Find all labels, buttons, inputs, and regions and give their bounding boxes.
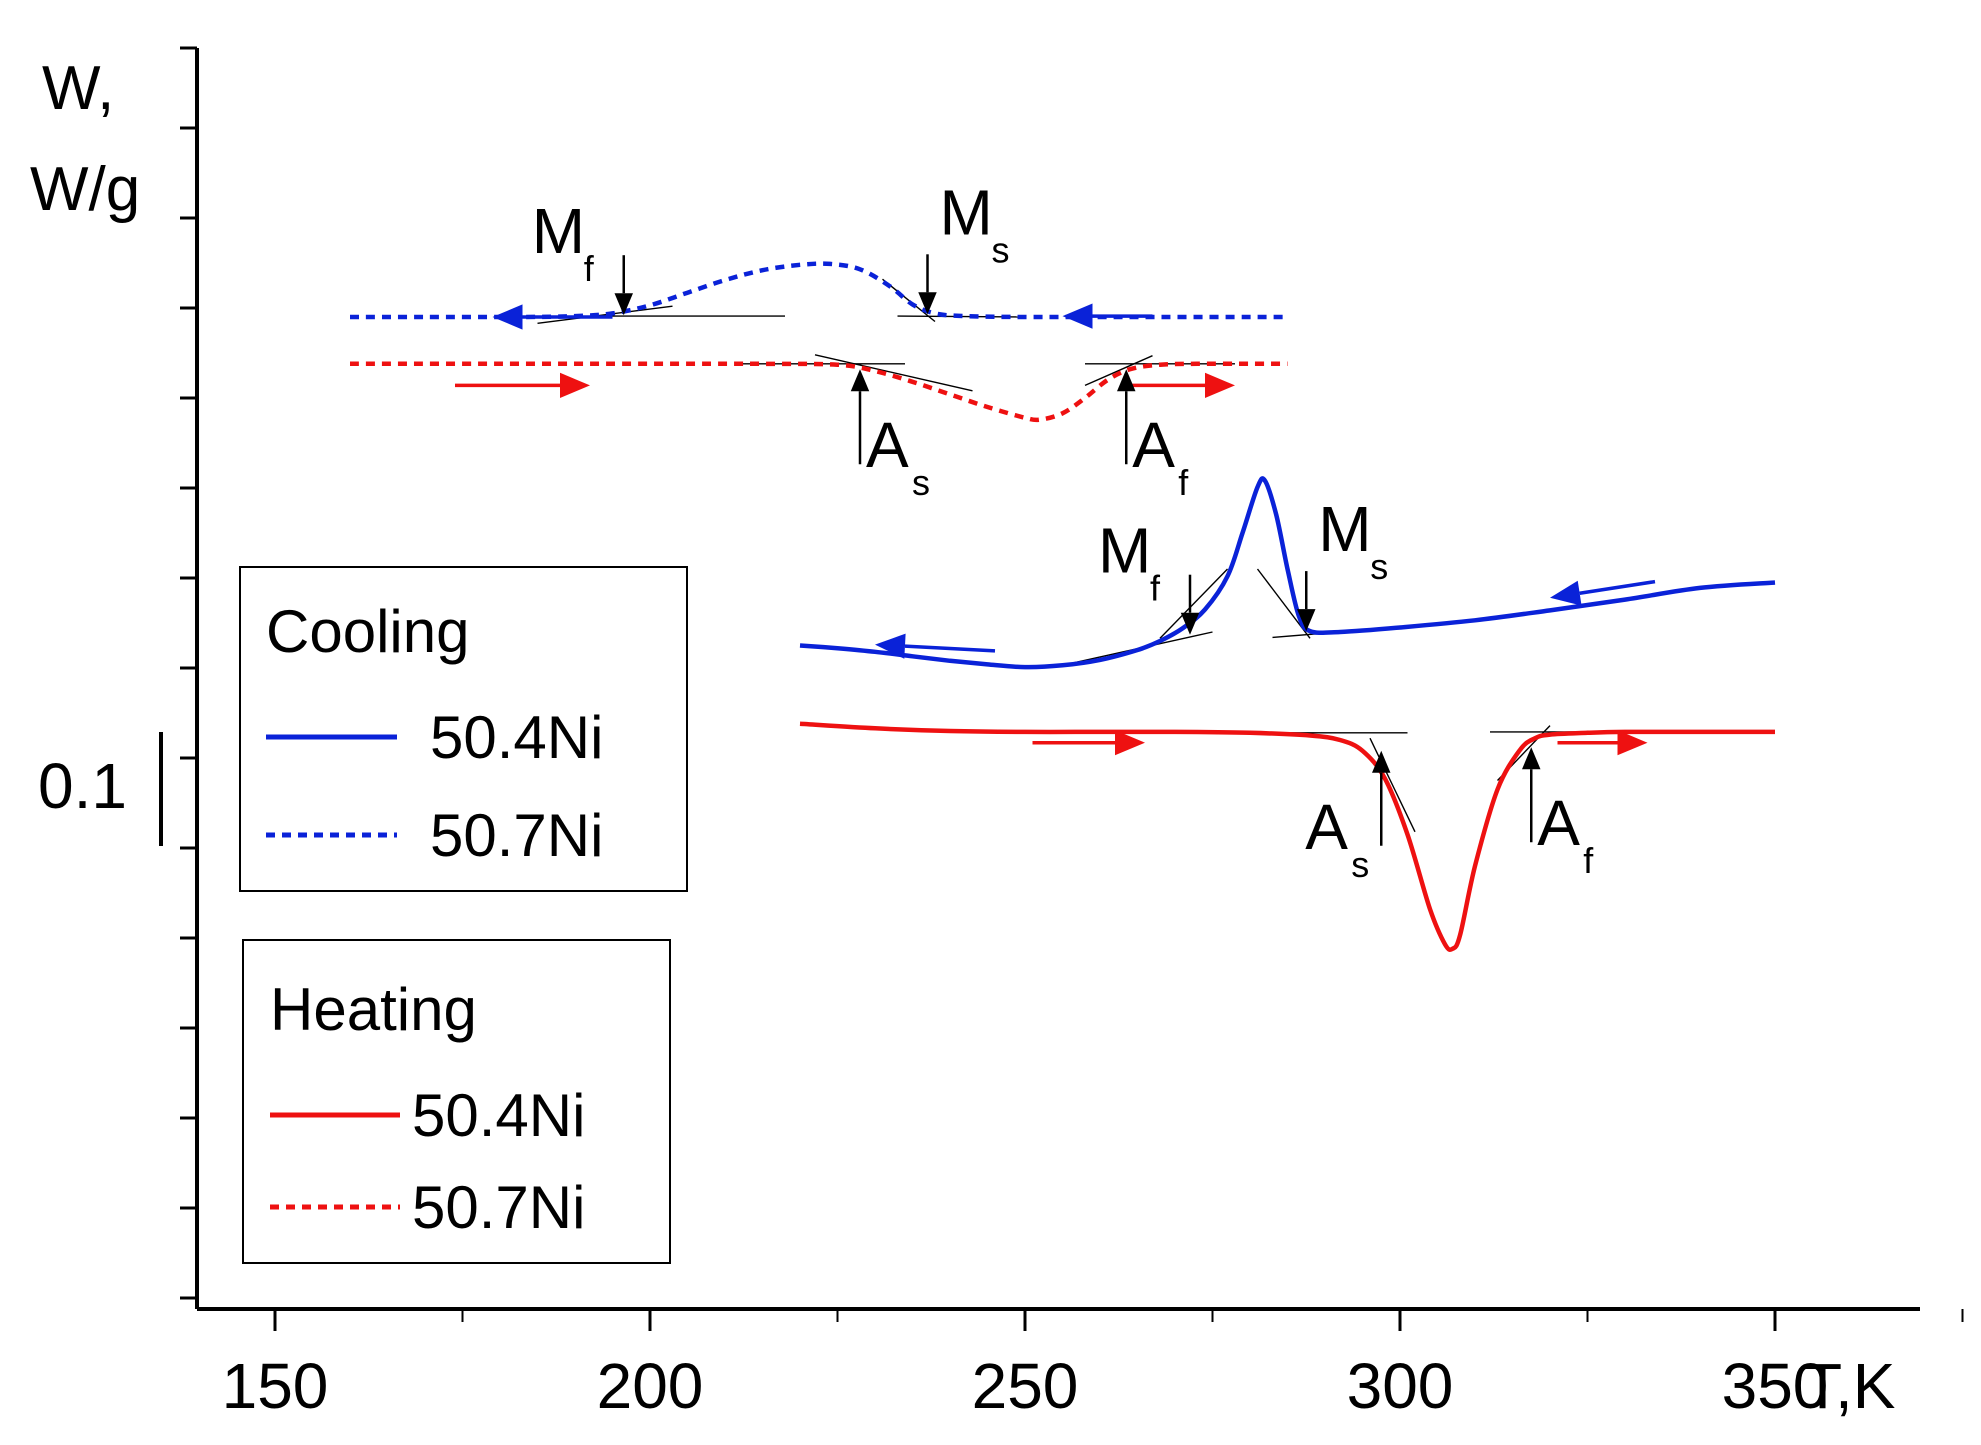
annotation-As-7-arrow <box>1372 750 1391 846</box>
annotation-Ms-2-label: M <box>940 176 993 248</box>
annotation-As-7: As <box>1305 750 1391 885</box>
x-ticks: 150 200 250 300 350 <box>222 1309 1964 1422</box>
annotation-Mf-5-label: M <box>1098 515 1151 587</box>
annotation-Af-8-subscript: f <box>1583 840 1594 881</box>
annotation-Af-4-subscript: f <box>1178 462 1189 503</box>
direction-arrow-8 <box>1557 730 1648 756</box>
legend-cooling-title: Cooling <box>266 598 469 665</box>
tangent-line-1 <box>537 305 673 324</box>
tangent-line-10 <box>1159 568 1229 639</box>
annotation-Mf-5-subscript: f <box>1150 568 1161 609</box>
series-50-4ni-heating <box>799 721 1775 953</box>
annotation-Mf-1-subscript: f <box>584 248 595 289</box>
annotation-Ms-6-arrow-head <box>1297 609 1316 632</box>
legend-heating-item-1: 50.4Ni <box>412 1082 585 1149</box>
annotation-Mf-5-arrow <box>1180 574 1200 635</box>
y-axis-label-line2: W/g <box>30 155 140 224</box>
annotation-Af-8-arrow-head <box>1522 747 1541 770</box>
x-tick-label-300: 300 <box>1347 1350 1454 1422</box>
direction-arrow-5-shaft <box>904 644 996 653</box>
x-axis-label: T,K <box>1803 1350 1895 1422</box>
direction-arrow-6 <box>1550 579 1656 606</box>
x-tick-label-250: 250 <box>972 1350 1079 1422</box>
x-tick-label-350: 350 <box>1722 1350 1829 1422</box>
annotation-Mf-1-arrow-head <box>614 293 633 316</box>
annotation-Ms-2-arrow-head <box>918 292 937 315</box>
annotation-Mf-1: Mf <box>532 195 633 316</box>
y-axis-label-line1: W, <box>42 54 114 123</box>
direction-arrow-6-head <box>1550 580 1582 606</box>
legend-heating-box <box>242 939 671 1264</box>
annotation-Mf-1-arrow <box>614 255 633 316</box>
annotation-Af-8: Af <box>1522 747 1594 881</box>
annotation-As-3-label: A <box>866 409 909 481</box>
annotation-Af-8-arrow <box>1522 747 1541 843</box>
annotation-As-3-arrow-head <box>850 369 870 392</box>
direction-arrow-7-head <box>1115 730 1145 756</box>
annotation-Ms-6-subscript: s <box>1370 546 1388 587</box>
annotation-Mf-5: Mf <box>1098 515 1200 635</box>
axes <box>180 46 1920 1311</box>
direction-arrow-8-head <box>1617 730 1648 756</box>
tangent-line-14 <box>1369 737 1416 833</box>
annotation-As-3-subscript: s <box>912 462 930 503</box>
direction-arrow-7 <box>1032 730 1145 756</box>
annotation-Af-4: Af <box>1117 369 1189 503</box>
series-50-7ni-cooling <box>350 261 1288 320</box>
direction-arrow-3 <box>455 372 590 398</box>
tangent-lines <box>537 278 1610 833</box>
annotation-Mf-5-arrow-head <box>1180 612 1200 635</box>
legend-cooling-item-1: 50.4Ni <box>430 704 603 771</box>
direction-arrows <box>455 303 1656 756</box>
legend-cooling-item-2: 50.7Ni <box>430 802 603 869</box>
direction-arrow-5 <box>875 633 996 659</box>
x-tick-label-200: 200 <box>597 1350 704 1422</box>
direction-arrow-3-head <box>560 372 590 398</box>
scale-bar-label: 0.1 <box>38 750 127 822</box>
annotation-As-3: As <box>850 369 930 503</box>
annotation-Af-4-arrow-head <box>1117 369 1136 392</box>
direction-arrow-4-head <box>1205 372 1235 398</box>
annotation-Af-8-label: A <box>1537 787 1580 859</box>
annotation-Ms-2-subscript: s <box>992 229 1010 270</box>
annotation-As-7-arrow-head <box>1372 750 1391 773</box>
annotation-As-7-subscript: s <box>1351 844 1369 885</box>
tangent-line-6 <box>814 354 973 392</box>
annotation-Ms-6-label: M <box>1318 493 1371 565</box>
direction-arrow-2 <box>1062 303 1153 329</box>
direction-arrow-6-shaft <box>1579 579 1656 595</box>
annotation-Ms-2: Ms <box>918 176 1010 315</box>
annotation-Ms-2-arrow <box>918 254 937 315</box>
annotation-Ms-6: Ms <box>1297 493 1388 632</box>
direction-arrow-2-head <box>1062 303 1093 329</box>
annotation-Af-4-label: A <box>1132 409 1175 481</box>
y-ticks <box>180 126 197 1300</box>
annotation-As-7-label: A <box>1305 791 1348 863</box>
legend-heating-title: Heating <box>270 976 477 1043</box>
annotation-As-3-arrow <box>850 369 870 465</box>
legend-heating-item-2: 50.7Ni <box>412 1174 585 1241</box>
legend-heating: Heating 50.4Ni 50.7Ni <box>242 939 671 1264</box>
direction-arrow-1-head <box>492 304 523 330</box>
scale-bar: 0.1 <box>38 732 163 846</box>
legend-cooling: Cooling 50.4Ni 50.7Ni <box>239 566 688 892</box>
tangent-line-7 <box>1084 355 1153 387</box>
annotation-Mf-1-label: M <box>532 195 585 267</box>
series-50-4ni-cooling <box>799 476 1776 670</box>
annotation-Ms-6-arrow <box>1297 571 1316 632</box>
direction-arrow-4 <box>1122 372 1235 398</box>
direction-arrow-1 <box>492 304 613 330</box>
annotation-Af-4-arrow <box>1117 369 1136 465</box>
direction-arrow-5-head <box>875 633 906 659</box>
x-tick-label-150: 150 <box>222 1350 329 1422</box>
